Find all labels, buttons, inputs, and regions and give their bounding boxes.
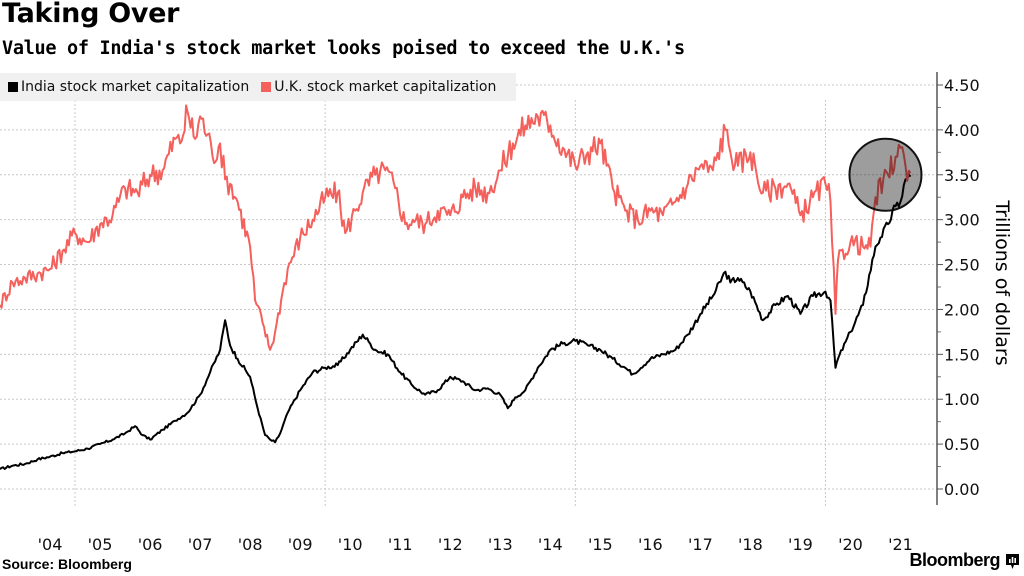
x-tick-label: '16: [638, 535, 663, 554]
uk-series-line: [0, 104, 912, 351]
y-axis-title: Trillions of dollars: [991, 200, 1013, 366]
x-tick-label: '06: [138, 535, 163, 554]
y-tick-label: 2.50: [944, 256, 980, 275]
x-tick-label: '15: [588, 535, 613, 554]
y-tick-label: 1.00: [944, 390, 980, 409]
legend-label-india: India stock market capitalization: [21, 79, 250, 95]
legend-item-uk: U.K. stock market capitalization: [261, 79, 496, 95]
y-tick-label: 4.00: [944, 121, 980, 140]
x-tick-label: '17: [688, 535, 713, 554]
x-tick-label: '21: [888, 535, 913, 554]
chart-title: Taking Over: [2, 0, 180, 29]
x-tick-label: '14: [538, 535, 563, 554]
x-tick-label: '05: [88, 535, 113, 554]
x-tick-label: '04: [38, 535, 63, 554]
chart-subtitle: Value of India's stock market looks pois…: [2, 38, 685, 59]
grid-lines: [0, 84, 937, 508]
y-tick-label: 3.50: [944, 166, 980, 185]
bloomberg-chart-icon: [1006, 554, 1019, 569]
x-tick-label: '20: [838, 535, 863, 554]
x-tick-label: '18: [738, 535, 763, 554]
x-tick-label: '13: [488, 535, 513, 554]
y-tick-label: 2.00: [944, 300, 980, 319]
highlight-circle: [848, 137, 923, 212]
legend-swatch-india: [8, 82, 18, 92]
legend-label-uk: U.K. stock market capitalization: [274, 79, 497, 95]
legend-swatch-uk: [261, 82, 272, 92]
x-tick-label: '19: [788, 535, 813, 554]
legend-item-india: India stock market capitalization: [8, 79, 249, 95]
x-tick-label: '09: [288, 535, 313, 554]
y-tick-label: 4.50: [944, 76, 980, 95]
y-axis: 0.00 0.50 1.00 1.50 2.00 2.50 3.00 3.50 4.00 4.50: [936, 72, 980, 505]
x-tick-label: '10: [338, 535, 363, 554]
y-tick-label: 3.00: [944, 211, 980, 230]
x-tick-label: '12: [438, 535, 463, 554]
source-note: Source: Bloomberg: [2, 556, 132, 572]
india-series-line: [0, 173, 912, 470]
y-tick-label: 0.00: [944, 480, 980, 499]
series-lines: [0, 104, 912, 470]
y-tick-label: 0.50: [944, 435, 980, 454]
bloomberg-logo: Bloomberg: [909, 550, 1000, 570]
x-tick-label: '07: [188, 535, 213, 554]
legend: India stock market capitalization U.K. s…: [0, 73, 516, 101]
annotation-layer: [848, 137, 923, 212]
y-tick-label: 1.50: [944, 345, 980, 364]
x-axis-labels: '04 '05 '06 '07 '08 '09 '10 '11 '12 '13 '14 '15 '16 '…: [38, 535, 913, 554]
x-tick-label: '08: [238, 535, 263, 554]
x-tick-label: '11: [388, 535, 413, 554]
